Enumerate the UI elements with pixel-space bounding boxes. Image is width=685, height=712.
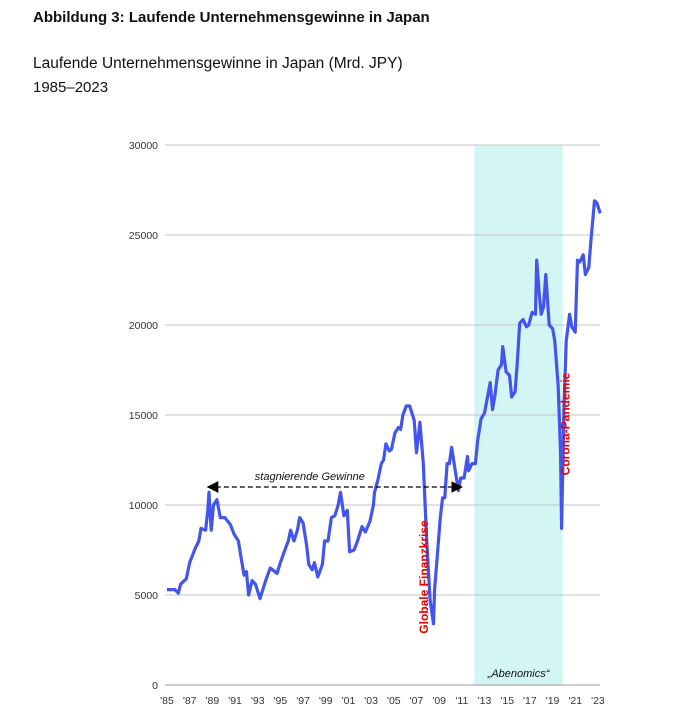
x-tick-label: '85 [160,695,174,707]
x-tick-label: '91 [228,695,242,707]
abenomics-label: „Abenomics“ [487,668,551,680]
chart-title: Laufende Unternehmensgewinne in Japan (M… [33,55,403,72]
x-tick-label: '11 [455,695,468,707]
x-tick-label: '09 [432,695,446,707]
x-tick-label: '07 [410,695,424,707]
y-tick-label: 25000 [129,230,158,242]
event-label: Corona-Pandemie [559,372,573,475]
x-tick-label: '05 [387,695,401,707]
y-tick-label: 10000 [129,500,158,512]
x-tick-label: '97 [296,695,310,707]
profit-line [167,199,602,626]
x-tick-label: '23 [591,695,605,707]
y-tick-label: 0 [152,680,158,692]
figure-title: Abbildung 3: Laufende Unternehmensgewinn… [33,9,430,26]
x-tick-label: '89 [206,695,220,707]
x-tick-label: '87 [183,695,197,707]
stagnation-label: stagnierende Gewinne [255,471,365,483]
y-tick-label: 15000 [129,410,158,422]
x-tick-label: '15 [500,695,514,707]
y-tick-label: 30000 [129,140,158,152]
x-tick-label: '93 [251,695,265,707]
x-tick-label: '19 [546,695,560,707]
x-tick-label: '13 [478,695,492,707]
y-tick-label: 5000 [135,590,159,602]
x-tick-label: '95 [274,695,288,707]
x-tick-label: '21 [568,695,582,707]
event-label: Globale Finanzkrise [417,520,431,634]
x-tick-label: '17 [523,695,537,707]
chart-subtitle: 1985–2023 [33,79,109,96]
y-tick-label: 20000 [129,320,158,332]
x-tick-label: '99 [319,695,333,707]
x-tick-label: '01 [342,695,356,707]
x-tick-label: '03 [364,695,378,707]
